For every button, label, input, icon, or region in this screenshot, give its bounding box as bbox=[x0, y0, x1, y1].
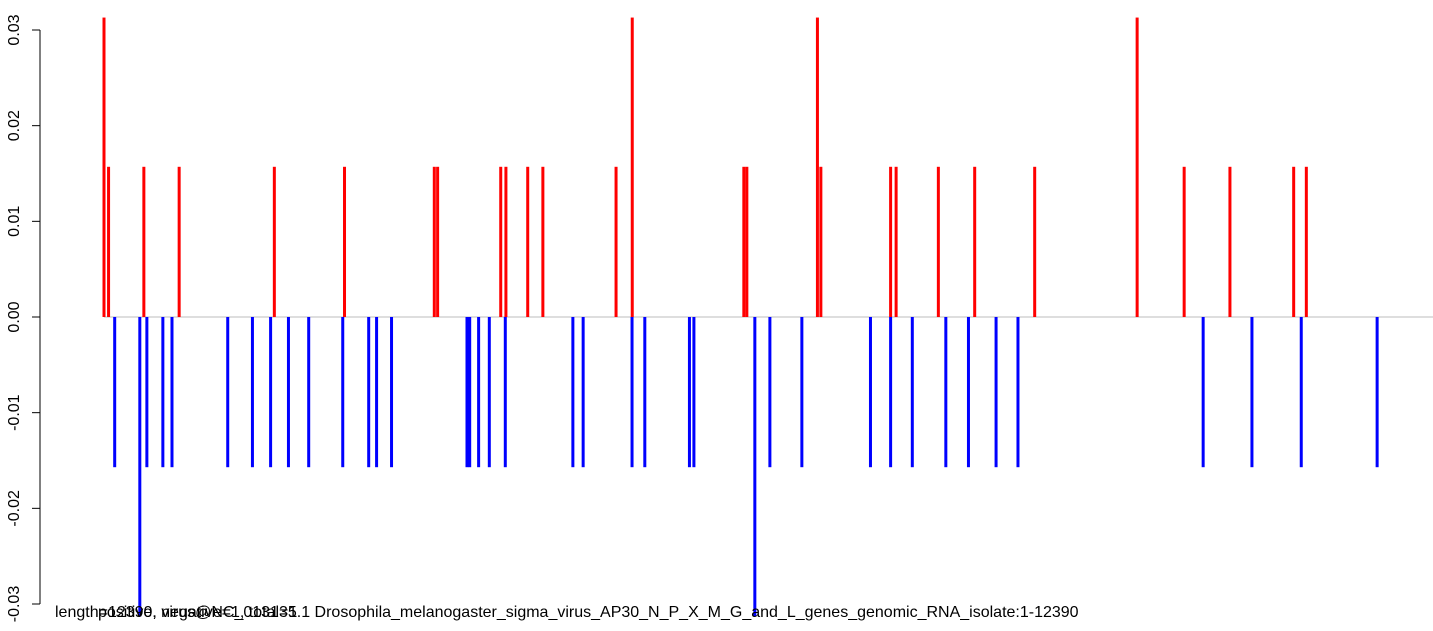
negative-bar bbox=[250, 317, 254, 468]
negative-bar bbox=[630, 317, 634, 468]
positive-bar bbox=[436, 166, 440, 317]
negative-bar bbox=[286, 317, 290, 468]
negative-bar bbox=[571, 317, 575, 468]
negative-bar bbox=[687, 317, 691, 468]
positive-bar bbox=[1033, 166, 1037, 317]
positive-bar bbox=[973, 166, 977, 317]
negative-bar bbox=[643, 317, 647, 468]
negative-bar bbox=[367, 317, 371, 468]
positive-bar bbox=[819, 166, 823, 317]
positive-bar bbox=[541, 166, 545, 317]
negative-bar bbox=[503, 317, 507, 468]
negative-bar bbox=[375, 317, 379, 468]
negative-bar bbox=[768, 317, 772, 468]
negative-bar bbox=[910, 317, 914, 468]
positive-bar bbox=[1135, 17, 1139, 318]
negative-bar bbox=[1299, 317, 1303, 468]
y-tick-label: -0.02 bbox=[6, 490, 23, 527]
y-tick-label: -0.01 bbox=[6, 394, 23, 431]
negative-bar bbox=[868, 317, 872, 468]
negative-bar bbox=[581, 317, 585, 468]
y-tick-label: 0.01 bbox=[6, 206, 23, 237]
negative-bar bbox=[465, 317, 469, 468]
positive-bar bbox=[889, 166, 893, 317]
negative-bar bbox=[477, 317, 481, 468]
negative-bar bbox=[800, 317, 804, 468]
positive-bar bbox=[526, 166, 530, 317]
negative-bar bbox=[341, 317, 345, 468]
positive-bar bbox=[272, 166, 276, 317]
y-tick-label: 0.02 bbox=[6, 110, 23, 141]
negative-bar bbox=[145, 317, 149, 468]
negative-bar bbox=[269, 317, 273, 468]
negative-bar bbox=[487, 317, 491, 468]
y-tick-label: 0.00 bbox=[6, 301, 23, 332]
positive-bar bbox=[142, 166, 146, 317]
positive-bar bbox=[504, 166, 508, 317]
positive-bar bbox=[107, 166, 111, 317]
negative-bar bbox=[226, 317, 230, 468]
negative-bar bbox=[138, 317, 142, 617]
negative-bar bbox=[692, 317, 696, 468]
negative-bar bbox=[390, 317, 394, 468]
negative-bar bbox=[1375, 317, 1379, 468]
negative-bar bbox=[161, 317, 165, 468]
negative-bar bbox=[889, 317, 893, 468]
positive-bar bbox=[894, 166, 898, 317]
positive-bar bbox=[745, 166, 749, 317]
genome-label: length=12390, virus@NC_013135.1 Drosophi… bbox=[55, 604, 1079, 621]
positive-bar bbox=[936, 166, 940, 317]
positive-bar bbox=[1182, 166, 1186, 317]
positive-bar bbox=[614, 166, 618, 317]
positive-bar bbox=[742, 166, 746, 317]
positive-bar bbox=[1228, 166, 1232, 317]
positive-bar bbox=[1304, 166, 1308, 317]
positive-bars bbox=[102, 17, 1308, 318]
positive-bar bbox=[815, 17, 819, 318]
strand-count-label: positive, negative=1, total=1 bbox=[98, 604, 297, 621]
y-tick-label: 0.03 bbox=[6, 14, 23, 45]
y-axis: -0.03 -0.02 -0.01 0.00 0.01 0.02 0.03 bbox=[6, 14, 41, 623]
negative-bar bbox=[966, 317, 970, 468]
positive-bar bbox=[432, 166, 436, 317]
negative-bar bbox=[753, 317, 757, 617]
positive-bar bbox=[1292, 166, 1296, 317]
negative-bar bbox=[170, 317, 174, 468]
negative-bar bbox=[944, 317, 948, 468]
negative-bar bbox=[113, 317, 117, 468]
negative-bar bbox=[994, 317, 998, 468]
y-tick-label: -0.03 bbox=[6, 586, 23, 623]
positive-bar bbox=[630, 17, 634, 318]
positive-bar bbox=[177, 166, 181, 317]
positive-bar bbox=[499, 166, 503, 317]
negative-bar bbox=[1250, 317, 1254, 468]
negative-bar bbox=[468, 317, 472, 468]
negative-bars bbox=[113, 317, 1379, 617]
negative-bar bbox=[1201, 317, 1205, 468]
positive-bar bbox=[343, 166, 347, 317]
positive-bar bbox=[102, 17, 106, 318]
negative-bar bbox=[1016, 317, 1020, 468]
negative-bar bbox=[307, 317, 311, 468]
